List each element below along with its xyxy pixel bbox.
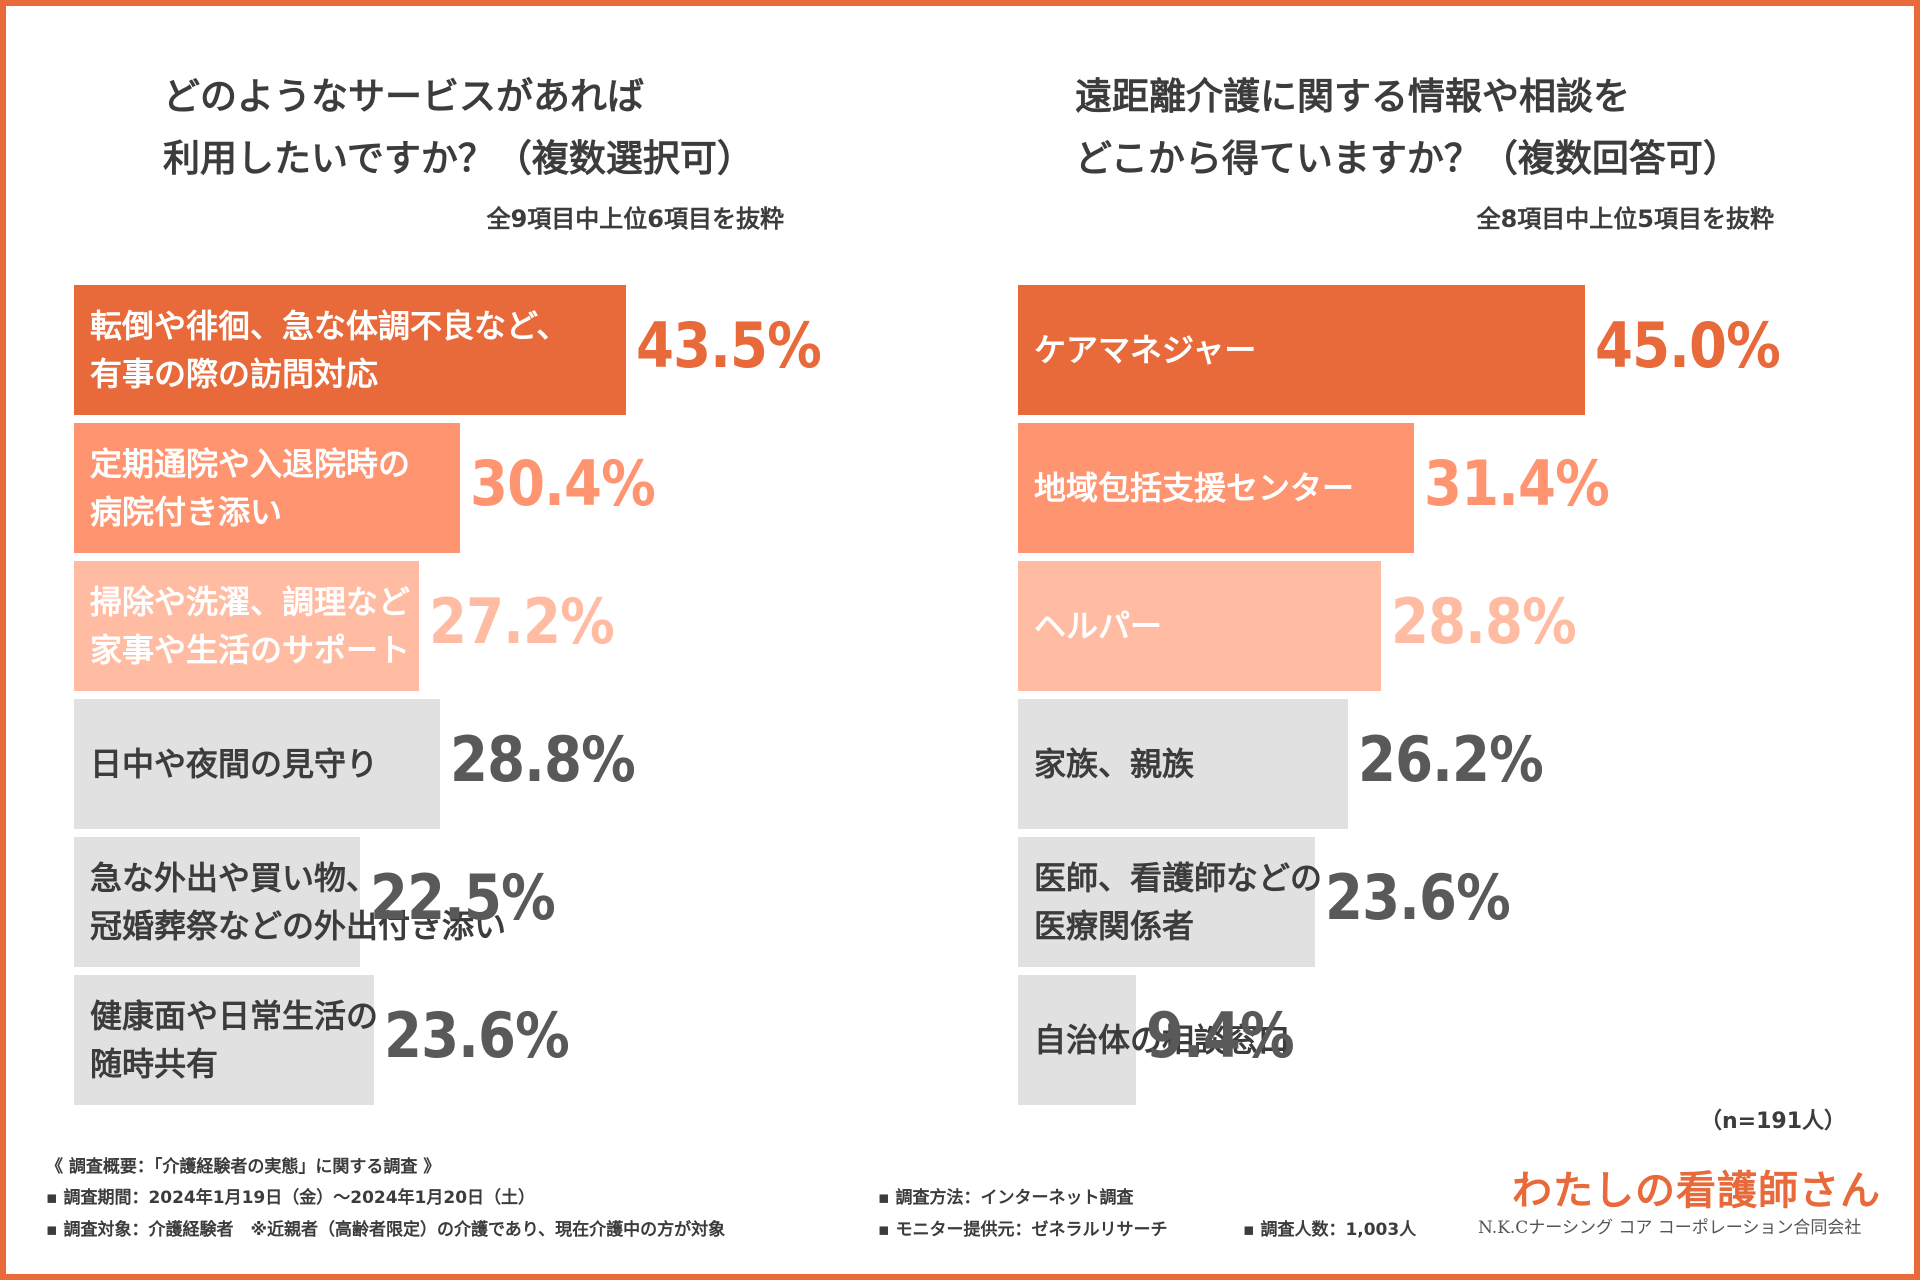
left-chart-title: どのようなサービスがあれば 利用したいですか？（複数選択可） [163,66,754,190]
bar-label-line: 転倒や徘徊、急な体調不良など、 [90,307,569,345]
bar-label-line: 日中や夜間の見守り [90,745,379,783]
bar-value-1: 43.5% [636,309,822,382]
bar-label-line: 急な外出や買い物、 [90,859,379,897]
bar-label-4: 日中や夜間の見守り [90,740,378,788]
bar-label-line: 定期通院や入退院時の [90,445,411,483]
bar-label-line: 家事や生活のサポート [90,631,411,669]
bar-value-2: 31.4% [1424,447,1610,520]
bar-1 [74,285,626,415]
bar-value-4: 28.8% [450,723,636,796]
bar-label-line: 随時共有 [90,1045,219,1083]
bar-value-6: 9.4% [1146,999,1295,1072]
bar-label-line: 地域包括支援センター [1034,469,1355,507]
right-title-line-2: どこから得ていますか？（複数回答可） [1075,137,1740,180]
left-chart-subtitle: 全9項目中上位6項目を抜粋 [486,205,784,233]
bar-value-2: 30.4% [470,447,656,520]
bar-label-line: ヘルパー [1034,607,1163,645]
sample-size-note: （n=191人） [1700,1109,1847,1134]
bar-label-line: 病院付き添い [90,493,283,531]
bar-4 [74,699,440,829]
survey-heading: 《 調査概要：「介護経験者の実態」に関する調査 》 [46,1157,441,1177]
right-chart-subtitle: 全8項目中上位5項目を抜粋 [1476,205,1774,233]
bar-label-1: 転倒や徘徊、急な体調不良など、 有事の際の訪問対応 [90,302,568,398]
bar-label-5: 医師、看護師などの 医療関係者 [1034,854,1322,950]
survey-monitor: ▪ モニター提供元：ゼネラルリサーチ [878,1220,1168,1240]
right-title-line-1: 遠距離介護に関する情報や相談を [1075,75,1630,118]
bar-3 [74,561,419,691]
bar-label-3: 掃除や洗濯、調理など 家事や生活のサポート [90,578,410,674]
bar-value-4: 26.2% [1358,723,1544,796]
bar-label-3: ヘルパー [1034,602,1162,650]
bar-3 [1018,561,1381,691]
survey-count: ▪ 調査人数：1,003人 [1243,1220,1417,1240]
survey-method: ▪ 調査方法：インターネット調査 [878,1188,1134,1208]
bar-value-3: 28.8% [1391,585,1577,658]
bar-5 [74,837,360,967]
bar-label-line: 有事の際の訪問対応 [90,355,379,393]
bar-value-3: 27.2% [429,585,615,658]
company-name: N.K.Cナーシング コア コーポレーション合同会社 [1478,1218,1862,1238]
survey-period: ▪ 調査期間：2024年1月19日（金）〜2024年1月20日（土） [46,1188,536,1208]
bar-value-5: 22.5% [370,861,556,934]
bar-label-2: 定期通院や入退院時の 病院付き添い [90,440,410,536]
bar-label-line: 医療関係者 [1034,907,1195,945]
bar-label-line: 家族、親族 [1034,745,1195,783]
survey-target: ▪ 調査対象：介護経験者 ※近親者（高齢者限定）の介護であり、現在介護中の方が対… [46,1220,726,1240]
bar-label-2: 地域包括支援センター [1034,464,1354,512]
bar-label-line: 自治体の相談窓口 [1034,1021,1291,1059]
bar-label-line: 医師、看護師などの [1034,859,1323,897]
bar-5 [1018,837,1315,967]
bar-label-line: 健康面や日常生活の [90,997,379,1035]
bar-2 [1018,423,1414,553]
bar-6 [74,975,374,1105]
bar-label-1: ケアマネジャー [1034,326,1256,374]
bar-label-line: 冠婚葬祭などの外出付き添い [90,907,507,945]
bar-label-4: 家族、親族 [1034,740,1194,788]
bar-4 [1018,699,1348,829]
bar-2 [74,423,460,553]
bar-value-5: 23.6% [1325,861,1511,934]
bar-6 [1018,975,1136,1105]
bar-label-line: ケアマネジャー [1034,331,1257,369]
bar-label-line: 掃除や洗濯、調理など [90,583,411,621]
bar-label-6: 自治体の相談窓口 [1034,1016,1290,1064]
left-title-line-2: 利用したいですか？（複数選択可） [163,137,754,180]
brand-logo: わたしの看護師さん [1512,1168,1881,1214]
bar-1 [1018,285,1585,415]
bar-value-1: 45.0% [1595,309,1781,382]
bar-label-6: 健康面や日常生活の 随時共有 [90,992,378,1088]
right-chart-title: 遠距離介護に関する情報や相談を どこから得ていますか？（複数回答可） [1075,66,1740,190]
bar-value-6: 23.6% [384,999,570,1072]
bar-label-5: 急な外出や買い物、冠婚葬祭などの外出付き添い [90,854,506,950]
left-title-line-1: どのようなサービスがあれば [163,75,644,118]
